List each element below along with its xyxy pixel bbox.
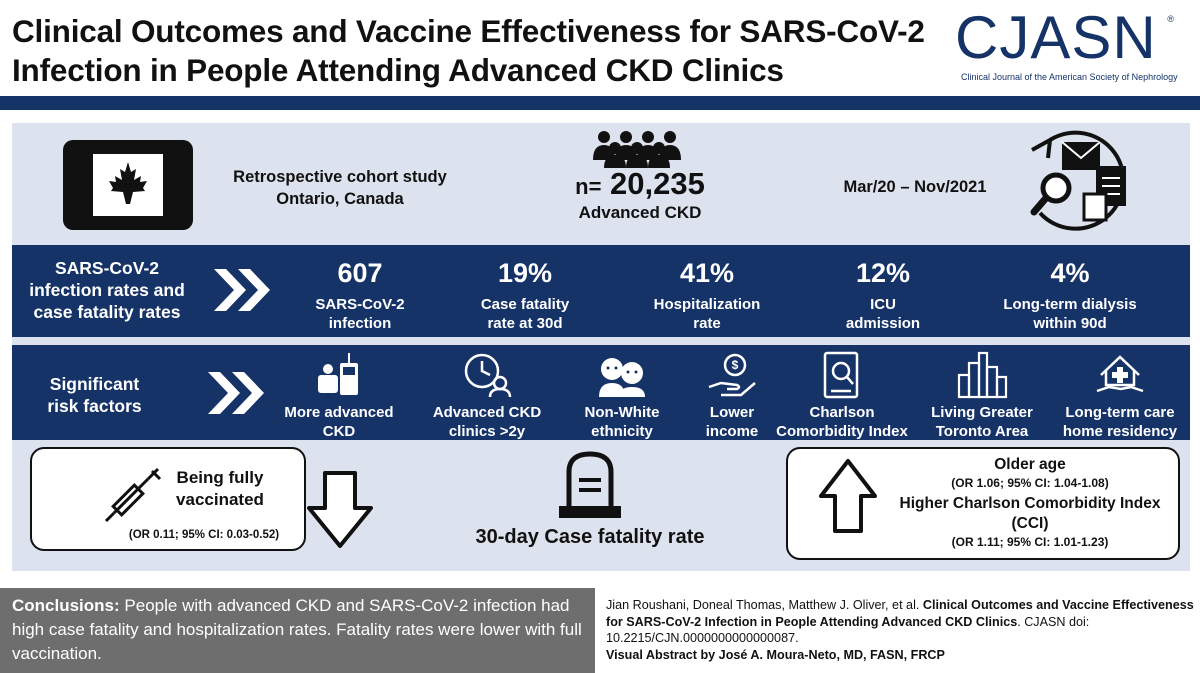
diverse-faces-icon [599,358,645,397]
risk-factor-label: Toronto Area [935,423,1029,440]
conclusions-heading: Conclusions: [12,596,125,615]
risk-factor-income: $ Lower income [677,351,787,441]
risk-band-label: Significant risk factors [12,373,177,417]
cci-label: Higher Charlson Comorbidity Index [899,495,1161,512]
sample-size: n= 20,235 [540,165,740,206]
risk-factor-label: CKD [322,423,356,440]
stat-value: 12% [855,258,911,288]
double-chevron-icon [208,372,264,414]
citation: Jian Roushani, Doneal Thomas, Matthew J.… [606,597,1196,663]
stat-hospitalization: 41% Hospitalization rate [632,257,782,333]
risk-factor-label: ethnicity [591,423,653,440]
city-skyline-icon [957,351,1008,399]
citation-title: Clinical Outcomes and Vaccine Effectiven… [606,598,1194,629]
stat-icu: 12% ICU admission [818,257,948,333]
risk-factor-label: Advanced CKD [432,404,542,421]
risk-factor-label: Lower [709,404,755,421]
stat-label: Hospitalization rate [653,296,761,332]
risk-band-label-line: Significant [49,374,140,394]
up-arrow-icon [819,459,877,533]
stat-dialysis: 4% Long-term dialysis within 90d [980,257,1160,333]
header-divider [0,96,1200,110]
risk-factor-label: home residency [1062,423,1178,440]
sample-size-value: 20,235 [610,166,705,201]
logo-text: CJASN [955,4,1157,71]
conclusions-box: Conclusions: People with advanced CKD an… [0,588,595,673]
down-arrow-icon [307,471,373,548]
syringe-icon [104,467,162,522]
citation-authors: Jian Roushani, Doneal Thomas, Matthew J.… [606,598,923,612]
double-chevron-icon [214,269,270,311]
infection-rates-band: SARS-CoV-2 infection rates and case fata… [12,245,1190,337]
document-search-icon [1030,130,1126,231]
page-title: Clinical Outcomes and Vaccine Effectiven… [12,12,942,90]
risk-factor-label: Living Greater [931,404,1033,421]
canada-flag-icon [63,140,193,230]
protective-factor-box [30,447,306,551]
risk-factor-ckd: More advanced CKD [274,351,404,441]
stat-value: 41% [679,258,735,288]
risk-factor-toronto: Living Greater Toronto Area [917,351,1047,441]
risk-factor-ethnicity: Non-White ethnicity [567,351,677,441]
logo-subtitle: Clinical Journal of the American Society… [961,72,1178,82]
stat-value: 607 [337,258,383,288]
stat-value: 4% [1050,258,1090,288]
title-line-1: Clinical Outcomes and Vaccine Effectiven… [12,13,925,49]
dialysis-machine-icon [318,353,358,395]
population-label: Advanced CKD [578,203,702,222]
medical-record-icon [823,351,859,399]
study-period: Mar/20 – Nov/2021 [843,178,987,196]
people-group-icon [593,131,681,168]
study-design: Retrospective cohort study [233,168,447,186]
risk-factors-band: Significant risk factors More advanced C… [12,345,1190,440]
stat-label: ICU admission [845,296,921,332]
risk-band-label-line: risk factors [47,396,142,416]
risk-factor-care-home: Long-term care home residency [1050,351,1190,441]
cci-odds-ratio: (OR 1.11; 95% CI: 1.01-1.23) [951,535,1109,549]
risk-factor-label: income [705,423,759,440]
risk-factor-label: Comorbidity Index [776,423,908,440]
stat-case-fatality: 19% Case fatality rate at 30d [460,257,590,333]
older-age-odds-ratio: (OR 1.06; 95% CI: 1.04-1.08) [951,476,1109,490]
study-location: Ontario, Canada [276,190,404,208]
risk-factor-label: clinics >2y [448,423,526,440]
tombstone-icon [559,451,621,518]
infection-band-label-line: infection rates and [29,280,185,300]
risk-factor-details: Older age (OR 1.06; 95% CI: 1.04-1.08) H… [880,455,1180,551]
vaccination-label: Being fully [176,468,264,487]
clock-person-icon [464,353,512,398]
stat-label: SARS-CoV-2 infection [315,296,405,332]
outcome-label: 30-day Case fatality rate [475,526,705,548]
conclusions-text: People with advanced CKD and SARS-CoV-2 … [12,596,582,663]
care-home-icon [1096,355,1144,393]
infection-band-label: SARS-CoV-2 infection rates and case fata… [12,257,202,323]
cci-label-abbrev: (CCI) [1011,515,1049,532]
citation-journal: . CJASN doi: 10.2215/CJN.000000000000008… [606,614,1090,646]
sample-size-prefix: n= [575,174,602,199]
stat-value: 19% [497,258,553,288]
infection-band-label-line: SARS-CoV-2 [54,258,160,278]
risk-factor-clinic-time: Advanced CKD clinics >2y [417,351,557,441]
hand-coin-icon: $ [708,353,756,397]
vaccination-odds-ratio: (OR 0.11; 95% CI: 0.03-0.52) [128,529,280,541]
vaccination-factor: Being fully vaccinated [170,467,270,511]
risk-factor-label: Charlson [809,404,875,421]
stat-label: Long-term dialysis within 90d [1003,296,1137,332]
risk-factor-label: Long-term care [1065,404,1175,421]
study-info: Retrospective cohort study Ontario, Cana… [210,166,470,210]
title-line-2: Infection in People Attending Advanced C… [12,52,784,88]
older-age-label: Older age [994,456,1066,473]
logo-registered: ® [1167,14,1174,24]
risk-factor-label: Non-White [584,404,660,421]
svg-text:$: $ [732,358,739,372]
risk-factor-charlson: Charlson Comorbidity Index [772,351,912,441]
citation-credit: Visual Abstract by José A. Moura-Neto, M… [606,647,945,662]
infection-band-label-line: case fatality rates [33,302,181,322]
vaccination-label: vaccinated [176,490,264,509]
stat-infections: 607 SARS-CoV-2 infection [295,257,425,333]
stat-label: Case fatality rate at 30d [480,296,570,332]
cjasn-logo: CJASN ® Clinical Journal of the American… [955,8,1180,88]
risk-factor-label: More advanced [284,404,394,421]
